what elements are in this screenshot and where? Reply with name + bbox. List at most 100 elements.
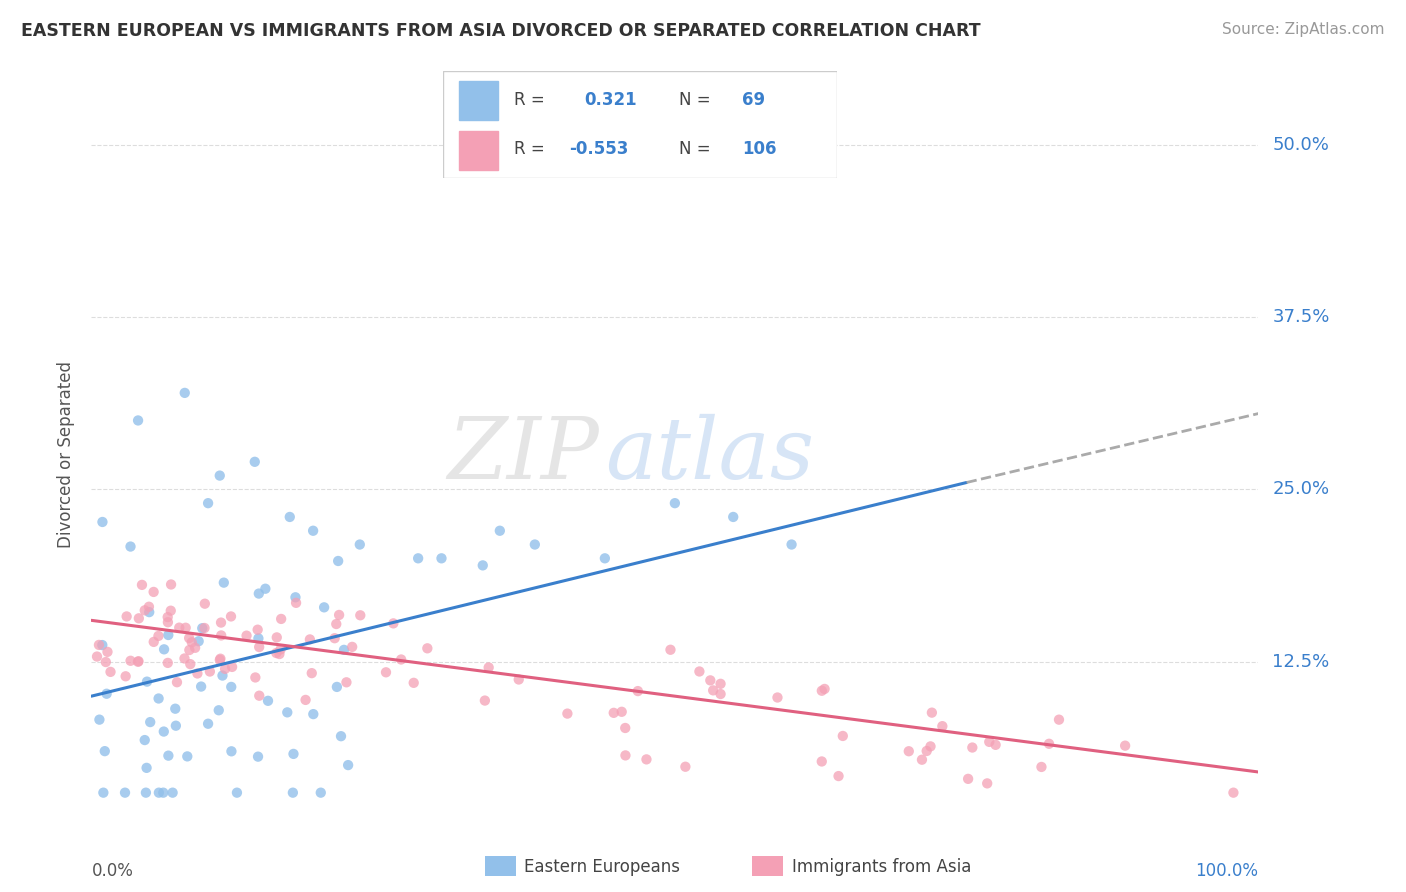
Point bbox=[699, 673, 721, 688]
Point bbox=[328, 607, 350, 622]
Point bbox=[831, 729, 853, 743]
Point bbox=[508, 673, 530, 687]
Text: 25.0%: 25.0% bbox=[1272, 481, 1330, 499]
Point bbox=[247, 640, 270, 654]
Point bbox=[254, 582, 277, 596]
Point bbox=[976, 776, 998, 790]
Point bbox=[673, 760, 696, 774]
Point bbox=[176, 749, 198, 764]
Text: Immigrants from Asia: Immigrants from Asia bbox=[792, 858, 972, 876]
Text: ZIP: ZIP bbox=[447, 414, 599, 496]
Point bbox=[1047, 713, 1070, 727]
Point bbox=[474, 693, 496, 707]
Point bbox=[214, 662, 236, 676]
Point bbox=[610, 705, 633, 719]
Point bbox=[915, 744, 938, 758]
Point bbox=[114, 669, 136, 683]
Point bbox=[209, 651, 232, 665]
Point bbox=[810, 755, 832, 769]
Point bbox=[209, 628, 232, 642]
Point bbox=[593, 551, 616, 566]
Point bbox=[187, 634, 209, 648]
Point bbox=[375, 665, 398, 680]
Point bbox=[257, 694, 280, 708]
Text: 12.5%: 12.5% bbox=[1272, 653, 1330, 671]
Point bbox=[180, 635, 202, 649]
Point bbox=[114, 786, 136, 800]
Point bbox=[298, 632, 321, 647]
Point bbox=[636, 752, 658, 766]
Point bbox=[221, 660, 243, 674]
Point bbox=[340, 640, 363, 654]
Point bbox=[1031, 760, 1053, 774]
Point bbox=[247, 689, 270, 703]
Text: Source: ZipAtlas.com: Source: ZipAtlas.com bbox=[1222, 22, 1385, 37]
Point bbox=[314, 600, 336, 615]
Point bbox=[165, 702, 187, 716]
Point bbox=[330, 729, 353, 743]
Point bbox=[160, 577, 183, 591]
Text: EASTERN EUROPEAN VS IMMIGRANTS FROM ASIA DIVORCED OR SEPARATED CORRELATION CHART: EASTERN EUROPEAN VS IMMIGRANTS FROM ASIA… bbox=[21, 22, 981, 40]
Point bbox=[402, 676, 425, 690]
Point bbox=[209, 615, 232, 630]
Point bbox=[326, 680, 349, 694]
Point bbox=[246, 623, 269, 637]
Point bbox=[1114, 739, 1136, 753]
Point bbox=[270, 612, 292, 626]
Point bbox=[131, 578, 153, 592]
Point bbox=[266, 646, 288, 660]
Point bbox=[138, 599, 160, 614]
Point bbox=[921, 706, 943, 720]
Point bbox=[127, 655, 149, 669]
Point bbox=[120, 540, 142, 554]
Point bbox=[309, 786, 332, 800]
Text: 0.321: 0.321 bbox=[585, 91, 637, 109]
Point bbox=[283, 747, 305, 761]
Point bbox=[153, 642, 176, 657]
Point bbox=[302, 707, 325, 722]
Point bbox=[523, 537, 546, 551]
Point bbox=[179, 657, 201, 672]
Text: -0.553: -0.553 bbox=[569, 141, 628, 159]
Point bbox=[152, 786, 174, 800]
Point bbox=[221, 744, 243, 758]
Point bbox=[139, 715, 162, 730]
Point bbox=[471, 558, 494, 573]
Point bbox=[226, 786, 249, 800]
Point bbox=[284, 591, 307, 605]
Point bbox=[159, 604, 181, 618]
Point bbox=[709, 677, 731, 691]
Point bbox=[247, 632, 270, 646]
Point bbox=[557, 706, 579, 721]
Point bbox=[148, 629, 170, 643]
Point bbox=[134, 733, 156, 747]
Point bbox=[281, 786, 304, 800]
Point bbox=[136, 674, 159, 689]
Point bbox=[243, 455, 266, 469]
Point bbox=[382, 616, 405, 631]
Point bbox=[165, 719, 187, 733]
Point bbox=[100, 665, 122, 679]
Point bbox=[285, 596, 308, 610]
Point bbox=[96, 645, 118, 659]
FancyBboxPatch shape bbox=[443, 71, 837, 178]
Point bbox=[349, 537, 371, 551]
Point bbox=[984, 738, 1007, 752]
Text: 37.5%: 37.5% bbox=[1272, 308, 1330, 326]
Point bbox=[94, 744, 117, 758]
Point bbox=[127, 413, 149, 427]
Point bbox=[162, 786, 184, 800]
Point bbox=[93, 786, 115, 800]
Point bbox=[219, 609, 242, 624]
Point bbox=[91, 515, 114, 529]
Point bbox=[766, 690, 789, 705]
Point bbox=[688, 665, 710, 679]
Point bbox=[191, 621, 214, 635]
Point bbox=[323, 631, 346, 645]
Point bbox=[190, 680, 212, 694]
Point bbox=[335, 675, 357, 690]
Point bbox=[270, 642, 292, 657]
Bar bbox=[458, 81, 498, 120]
Point bbox=[664, 496, 686, 510]
Point bbox=[135, 786, 157, 800]
